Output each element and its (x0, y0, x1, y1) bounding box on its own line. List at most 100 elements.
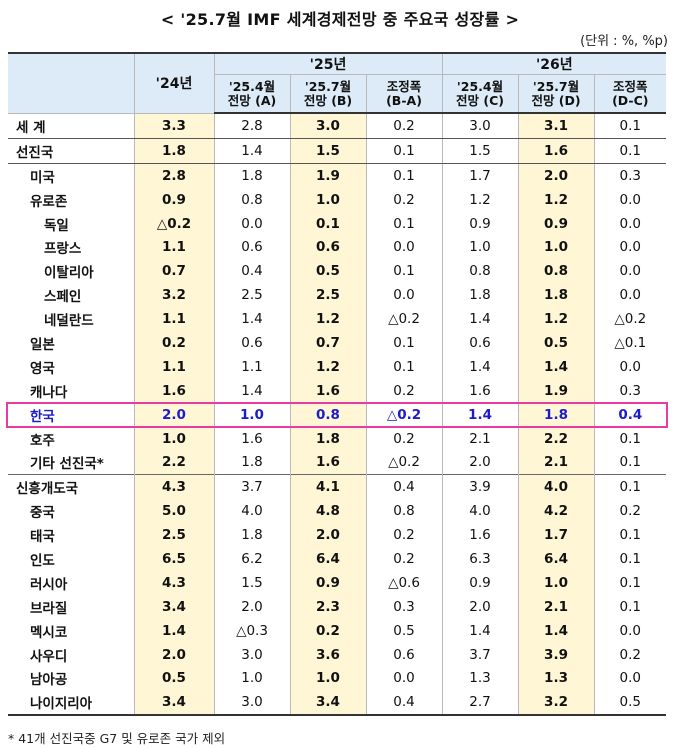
header-col-c: '25.4월 전망 (C) (441, 74, 519, 114)
table-cell: 0.2 (133, 331, 214, 355)
table-row: 신흥개도국 4.3 3.7 4.1 0.4 3.9 4.0 0.1 (8, 474, 667, 500)
table-row: 일본 0.2 0.6 0.7 0.1 0.6 0.5 △0.1 (8, 331, 667, 355)
table-cell: 3.0 (213, 642, 290, 667)
table-cell: △0.2 (133, 211, 214, 236)
row-label: 일본 (30, 336, 55, 353)
table-cell: 1.6 (289, 378, 366, 403)
header-col-dc: 조정폭 (D-C) (593, 74, 667, 114)
table-cell: 0.5 (133, 666, 214, 691)
table-cell: 0.9 (289, 570, 366, 595)
table-cell: 1.8 (213, 450, 290, 475)
table-cell: △0.3 (213, 618, 290, 643)
table-cell: 0.8 (289, 402, 366, 427)
table-cell: 0.7 (133, 259, 214, 284)
table-cell: 1.2 (289, 307, 366, 332)
table-cell: 0.0 (365, 235, 443, 260)
table-cell: 0.0 (213, 211, 290, 236)
header-col-a: '25.4월 전망 (A) (213, 74, 290, 114)
table-cell: 0.6 (213, 235, 290, 260)
row-label: 유로존 (30, 193, 68, 210)
table-cell: 0.8 (365, 499, 443, 524)
table-cell: 1.4 (213, 307, 290, 332)
table-cell: 4.3 (133, 570, 214, 595)
table-cell: 1.6 (517, 137, 595, 164)
table-cell: 0.9 (441, 570, 519, 595)
table-cell: 1.3 (441, 666, 519, 691)
row-label: 선진국 (8, 137, 134, 164)
table-row: 유로존 0.9 0.8 1.0 0.2 1.2 1.2 0.0 (8, 187, 667, 212)
table-cell: 1.6 (133, 378, 214, 403)
table-row: 독일 △0.2 0.0 0.1 0.1 0.9 0.9 0.0 (8, 211, 667, 236)
table-cell: 1.4 (441, 618, 519, 643)
table-cell: 2.7 (441, 690, 519, 717)
header-col-ba: 조정폭 (B-A) (365, 74, 443, 114)
row-label: 미국 (30, 169, 55, 186)
table-cell: 1.8 (289, 426, 366, 451)
table-cell: 1.1 (133, 235, 214, 260)
row-label: 사우디 (30, 648, 68, 665)
table-cell: 1.7 (517, 523, 595, 548)
table-cell: 0.1 (593, 426, 667, 451)
table-cell: 2.0 (441, 450, 519, 475)
table-cell: 1.4 (213, 137, 290, 164)
table-cell: 1.3 (517, 666, 595, 691)
table-cell: 0.4 (213, 259, 290, 284)
table-cell: 2.8 (133, 163, 214, 188)
table-cell: △0.2 (365, 307, 443, 332)
table-row: 한국 2.0 1.0 0.8 △0.2 1.4 1.8 0.4 (8, 402, 667, 427)
row-label: 나이지리아 (8, 690, 134, 717)
table-cell: 0.1 (593, 137, 667, 164)
table-cell: 0.0 (593, 666, 667, 691)
row-label: 캐나다 (30, 384, 68, 401)
table-cell: 0.0 (593, 211, 667, 236)
table-row: 이탈리아 0.7 0.4 0.5 0.1 0.8 0.8 0.0 (8, 259, 667, 284)
table-cell: 0.9 (517, 211, 595, 236)
table-cell: 0.2 (365, 187, 443, 212)
table-cell: 5.0 (133, 499, 214, 524)
table-cell: 1.7 (441, 163, 519, 188)
table-cell: 3.4 (289, 690, 366, 717)
table-cell: 1.6 (213, 426, 290, 451)
table-row: 기타 선진국* 2.2 1.8 1.6 △0.2 2.0 2.1 0.1 (8, 450, 667, 475)
table-cell: 1.0 (517, 570, 595, 595)
table-cell: 1.8 (213, 163, 290, 188)
table-cell: 4.0 (441, 499, 519, 524)
header-corner (8, 52, 134, 114)
table-cell: 3.9 (517, 642, 595, 667)
table-cell: 1.0 (133, 426, 214, 451)
table-cell: 0.6 (441, 331, 519, 355)
table-cell: △0.6 (365, 570, 443, 595)
table-title: < '25.7월 IMF 세계경제전망 중 주요국 성장률 > (160, 10, 520, 29)
table-row: 영국 1.1 1.1 1.2 0.1 1.4 1.4 0.0 (8, 354, 667, 379)
table-cell: 0.2 (365, 112, 443, 139)
table-cell: 2.5 (133, 523, 214, 548)
table-cell: 1.0 (441, 235, 519, 260)
table-row: 호주 1.0 1.6 1.8 0.2 2.1 2.2 0.1 (8, 426, 667, 451)
table-cell: 1.4 (213, 378, 290, 403)
table-cell: 0.1 (593, 523, 667, 548)
table-cell: 4.1 (289, 474, 366, 500)
table-cell: 1.4 (517, 354, 595, 379)
table-cell: 1.2 (441, 187, 519, 212)
table-row: 태국 2.5 1.8 2.0 0.2 1.6 1.7 0.1 (8, 523, 667, 548)
table-cell: 1.2 (517, 307, 595, 332)
table-cell: 0.9 (441, 211, 519, 236)
table-cell: 2.0 (133, 642, 214, 667)
table-cell: 0.1 (365, 354, 443, 379)
table-cell: △0.2 (365, 402, 443, 427)
table-cell: 3.9 (441, 474, 519, 500)
table-cell: 2.2 (133, 450, 214, 475)
table-cell: 3.7 (441, 642, 519, 667)
table-cell: 1.1 (213, 354, 290, 379)
table-cell: 0.4 (593, 402, 667, 427)
subheader-row: '25.4월 전망 (A) '25.7월 전망 (B) 조정폭 (B-A) '25.4… (8, 74, 667, 114)
row-label: 호주 (30, 432, 55, 449)
table-cell: 0.1 (593, 450, 667, 475)
table-cell: 2.0 (517, 163, 595, 188)
table-cell: 2.2 (517, 426, 595, 451)
table-cell: 0.1 (365, 259, 443, 284)
header-2024: '24년 (133, 52, 214, 114)
table-cell: 0.5 (517, 331, 595, 355)
table-cell: 4.2 (517, 499, 595, 524)
table-row: 세 계 3.3 2.8 3.0 0.2 3.0 3.1 0.1 (8, 112, 667, 139)
